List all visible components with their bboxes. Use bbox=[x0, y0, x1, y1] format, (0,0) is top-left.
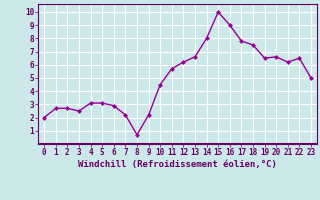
X-axis label: Windchill (Refroidissement éolien,°C): Windchill (Refroidissement éolien,°C) bbox=[78, 160, 277, 169]
